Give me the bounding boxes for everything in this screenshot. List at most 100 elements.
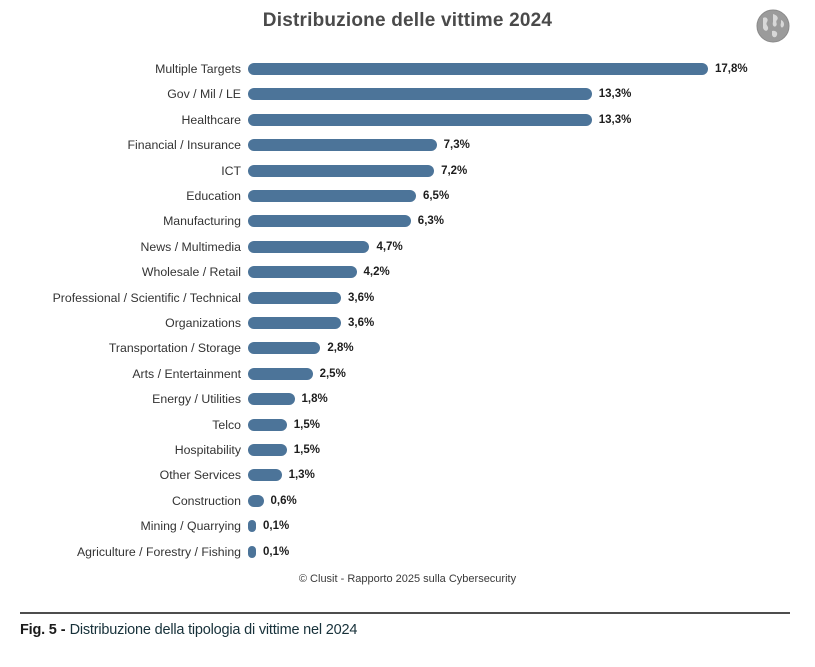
bar-category-label: Energy / Utilities [152, 392, 241, 407]
bar-value-label: 0,1% [263, 545, 290, 558]
bar-value-label: 3,6% [348, 291, 375, 304]
bar-category-label: Other Services [159, 468, 241, 483]
bar-category-label: Healthcare [181, 112, 241, 127]
bar-value-label: 7,3% [443, 139, 470, 152]
bar-row: Wholesale / Retail 4,2% [0, 260, 815, 284]
bar-row: Hospitability 1,5% [0, 438, 815, 462]
bar-value-label: 3,6% [348, 317, 375, 329]
bar-row: ICT 7,2% [0, 159, 815, 183]
bar-and-value: 1,5% [248, 438, 320, 462]
bar-category-label: Manufacturing [163, 214, 241, 229]
bar-category-label: Financial / Insurance [127, 138, 241, 153]
bar [248, 88, 592, 101]
bar [248, 342, 321, 355]
bar [248, 418, 287, 431]
bar [248, 291, 342, 304]
bar-category-label: Transportation / Storage [108, 341, 241, 356]
bar [248, 545, 256, 558]
bar-row: Manufacturing 6,3% [0, 209, 815, 233]
bar [248, 63, 708, 75]
bar-category-label: News / Multimedia [140, 239, 241, 254]
bar-and-value: 0,1% [248, 514, 289, 538]
bar-value-label: 4,2% [363, 266, 390, 279]
bar-category-label: Gov / Mil / LE [167, 87, 241, 102]
bar-value-label: 2,8% [327, 342, 354, 355]
bar-value-label: 6,3% [417, 215, 445, 228]
bar-row: Construction 0,6% [0, 489, 815, 513]
bar-row: Gov / Mil / LE 13,3% [0, 82, 815, 106]
bar [248, 240, 370, 253]
bar-row: Healthcare 13,3% [0, 108, 815, 132]
bar-and-value: 2,5% [248, 362, 346, 386]
bar-row: Transportation / Storage 2,8% [0, 336, 815, 360]
bar [248, 469, 282, 482]
caption-divider [20, 612, 790, 614]
bar-and-value: 17,8% [248, 57, 748, 81]
bar-and-value: 13,3% [248, 82, 631, 106]
bar-category-label: Construction [171, 493, 241, 508]
bar-value-label: 0,1% [263, 520, 290, 533]
bar-row: Professional / Scientific / Technical 3,6… [0, 286, 815, 310]
bar-row: Multiple Targets 17,8% [0, 57, 815, 81]
bar-row: Education 6,5% [0, 184, 815, 208]
bar-row: Telco 1,5% [0, 413, 815, 437]
bar-category-label: Mining / Quarrying [140, 519, 241, 534]
bar [248, 494, 264, 507]
bar-and-value: 4,2% [248, 260, 390, 284]
bar-and-value: 6,5% [248, 184, 449, 208]
bar-value-label: 17,8% [715, 63, 748, 75]
bar [248, 139, 437, 152]
caption-separator: - [56, 622, 70, 638]
bar-and-value: 0,6% [248, 489, 297, 513]
bar-and-value: 7,3% [248, 133, 470, 157]
bar [248, 367, 313, 380]
bar-category-label: Agriculture / Forestry / Fishing [76, 544, 241, 559]
globe-icon [753, 6, 793, 46]
bar-and-value: 1,8% [248, 387, 328, 411]
bar-and-value: 0,1% [248, 540, 289, 564]
bar [248, 190, 416, 202]
bar-value-label: 1,5% [293, 418, 320, 431]
bar [248, 266, 357, 279]
bar-and-value: 2,8% [248, 336, 354, 360]
bar-value-label: 2,5% [319, 367, 346, 380]
bar [248, 520, 256, 533]
bar-category-label: Telco [212, 417, 241, 432]
caption-figure-number: Fig. 5 [20, 622, 57, 638]
bar-value-label: 7,2% [441, 164, 468, 177]
bar-and-value: 6,3% [248, 209, 444, 233]
bar-value-label: 1,3% [288, 469, 315, 482]
bar-and-value: 3,6% [248, 311, 374, 335]
bar-category-label: Education [186, 189, 241, 203]
bar-category-label: Arts / Entertainment [132, 366, 241, 381]
bar-value-label: 1,8% [301, 393, 328, 406]
bar-category-label: Multiple Targets [155, 62, 241, 76]
bar-and-value: 7,2% [248, 159, 467, 183]
bar-and-value: 1,3% [248, 463, 315, 487]
bar-and-value: 13,3% [248, 108, 631, 132]
bar-row: Arts / Entertainment 2,5% [0, 362, 815, 386]
bar-category-label: Wholesale / Retail [141, 265, 241, 280]
bar [248, 215, 411, 228]
bar-row: Mining / Quarrying 0,1% [0, 514, 815, 538]
bar-row: Other Services 1,3% [0, 463, 815, 487]
bar-row: Organizations 3,6% [0, 311, 815, 335]
bar [248, 317, 342, 329]
chart-credit: © Clusit - Rapporto 2025 sulla Cybersecu… [298, 573, 517, 585]
bar-row: Energy / Utilities 1,8% [0, 387, 815, 411]
figure-chart-victims-2024: Distribuzione delle vittime 2024 Multipl… [0, 6, 815, 585]
bar-row: News / Multimedia 4,7% [0, 235, 815, 259]
bar [248, 444, 287, 456]
bar-value-label: 13,3% [598, 88, 632, 101]
bar-and-value: 1,5% [248, 413, 320, 437]
bar-and-value: 4,7% [248, 235, 403, 259]
bar [248, 393, 295, 406]
caption-text: Distribuzione della tipologia di vittime… [69, 622, 358, 638]
bar [248, 164, 435, 177]
bar-category-label: Hospitability [174, 443, 241, 457]
bar-value-label: 6,5% [422, 190, 450, 202]
bar-row: Agriculture / Forestry / Fishing 0,1% [0, 540, 815, 564]
bar-row: Financial / Insurance 7,3% [0, 133, 815, 157]
bar-value-label: 13,3% [598, 113, 632, 126]
bar-category-label: Professional / Scientific / Technical [52, 290, 241, 305]
